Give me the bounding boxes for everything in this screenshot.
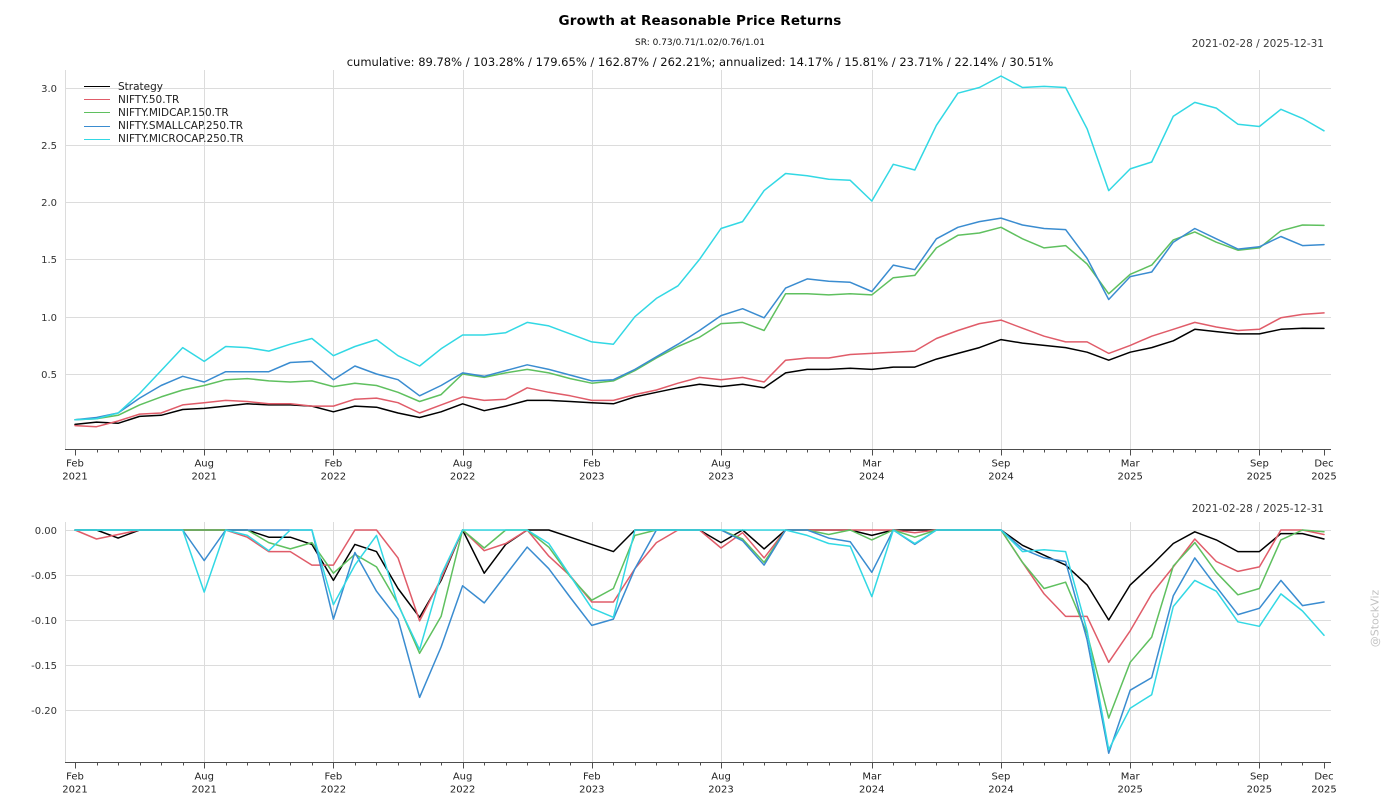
legend-line-swatch	[84, 125, 110, 127]
cumulative-returns-x-tick-label: Aug	[194, 459, 214, 470]
cumulative-returns-x-tick-label: 2025	[1117, 472, 1142, 483]
legend-item: NIFTY.SMALLCAP.250.TR	[84, 120, 244, 133]
drawdown-x-tick-label: Aug	[711, 772, 731, 783]
drawdown-x-tick-label: 2022	[321, 785, 346, 796]
drawdown-y-tick-label: -0.20	[31, 706, 57, 717]
cumulative-returns-series-line-nifty-smallcap-250-tr	[74, 217, 1325, 421]
drawdown-series-line-nifty-50-tr	[74, 529, 1325, 664]
cumulative-returns-x-tick-label: Feb	[583, 459, 601, 470]
cumulative-returns-y-tick-label: 2.0	[41, 198, 57, 209]
cumulative-returns-x-tick-label: Sep	[992, 459, 1011, 470]
drawdown-series-line-nifty-microcap-250-tr	[74, 529, 1325, 751]
cumulative-returns-x-tick-label: Aug	[711, 459, 731, 470]
drawdown-series-line-nifty-smallcap-250-tr	[74, 529, 1325, 754]
drawdown-y-tick-label: -0.10	[31, 616, 57, 627]
cumulative-returns-x-tick-label: Dec	[1314, 459, 1333, 470]
cumulative-returns-x-tick-label: 2021	[191, 472, 216, 483]
cumulative-returns-series-line-nifty-midcap-150-tr	[74, 224, 1325, 421]
legend-item-label: Strategy	[118, 80, 163, 93]
cumulative-returns-x-tick-label: 2024	[988, 472, 1013, 483]
drawdown-x-tick-label: 2022	[450, 785, 475, 796]
drawdown-y-tick-label: -0.15	[31, 661, 57, 672]
drawdown-x-tick-label: 2025	[1117, 785, 1142, 796]
legend-line-swatch	[84, 112, 110, 114]
page-title: Growth at Reasonable Price Returns	[558, 13, 842, 29]
drawdown-x-tick-label: 2024	[988, 785, 1013, 796]
cumulative-returns-series-line-nifty-microcap-250-tr	[74, 75, 1325, 421]
cumulative-returns-y-tick-label: 1.5	[41, 255, 57, 266]
watermark: @StockViz	[1368, 589, 1382, 648]
drawdown-x-tick-label: Feb	[583, 772, 601, 783]
cumulative-returns-x-tick-label: 2023	[579, 472, 604, 483]
drawdown-y-tick-label: -0.05	[31, 571, 57, 582]
date-range-top: 2021-02-28 / 2025-12-31	[1191, 38, 1324, 50]
cumulative-returns-series-line-nifty-50-tr	[74, 312, 1325, 428]
cumulative-returns-x-tick-label: Aug	[453, 459, 473, 470]
cumulative-returns-x-tick-label: Sep	[1250, 459, 1269, 470]
drawdown-series-line-nifty-midcap-150-tr	[74, 529, 1325, 719]
legend-item-label: NIFTY.50.TR	[118, 93, 180, 106]
drawdown-x-tick-label: 2024	[859, 785, 884, 796]
legend-item-label: NIFTY.MICROCAP.250.TR	[118, 133, 244, 146]
drawdown-x-tick-label: 2023	[708, 785, 733, 796]
cumulative-returns-x-tick-label: 2024	[859, 472, 884, 483]
legend-item-label: NIFTY.MIDCAP.150.TR	[118, 106, 229, 119]
drawdown-y-tick-label: 0.00	[35, 526, 57, 537]
legend-line-swatch	[84, 138, 110, 140]
legend-line-swatch	[84, 86, 110, 88]
cumulative-returns-series-line-strategy	[74, 327, 1325, 426]
legend-line-swatch	[84, 99, 110, 101]
drawdown-x-tick-label: Sep	[992, 772, 1011, 783]
drawdown-x-tick-label: 2023	[579, 785, 604, 796]
stats-line: cumulative: 89.78% / 103.28% / 179.65% /…	[346, 55, 1054, 69]
cumulative-returns-x-tick-label: Mar	[862, 459, 882, 470]
drawdown-x-tick-label: 2021	[62, 785, 87, 796]
cumulative-returns-x-tick-label: 2025	[1247, 472, 1272, 483]
legend-item-label: NIFTY.SMALLCAP.250.TR	[118, 120, 244, 133]
cumulative-returns-x-tick-label: 2021	[62, 472, 87, 483]
drawdown-x-tick-label: Sep	[1250, 772, 1269, 783]
chart-subtitle-sharpe-ratios: SR: 0.73/0.71/1.02/0.76/1.01	[635, 38, 765, 48]
cumulative-returns-y-tick-label: 1.0	[41, 313, 57, 324]
legend-item: Strategy	[84, 80, 244, 93]
legend: Strategy NIFTY.50.TR NIFTY.MIDCAP.150.TR NI…	[84, 80, 244, 146]
cumulative-returns-y-tick-label: 2.5	[41, 141, 57, 152]
legend-item: NIFTY.MICROCAP.250.TR	[84, 133, 244, 146]
cumulative-returns-x-tick-label: 2022	[321, 472, 346, 483]
legend-item: NIFTY.MIDCAP.150.TR	[84, 106, 244, 119]
cumulative-returns-x-tick-label: Feb	[325, 459, 343, 470]
date-range-bottom: 2021-02-28 / 2025-12-31	[1191, 503, 1324, 515]
drawdown-x-tick-label: Mar	[862, 772, 882, 783]
drawdown-x-tick-label: Mar	[1121, 772, 1141, 783]
cumulative-returns-x-tick-label: Feb	[66, 459, 84, 470]
cumulative-returns-y-tick-label: 0.5	[41, 370, 57, 381]
drawdown-x-tick-label: 2021	[191, 785, 216, 796]
cumulative-returns-x-tick-label: Mar	[1121, 459, 1141, 470]
cumulative-returns-x-tick-label: 2023	[708, 472, 733, 483]
legend-item: NIFTY.50.TR	[84, 93, 244, 106]
drawdown-x-tick-label: Aug	[453, 772, 473, 783]
drawdown-x-tick-label: Dec	[1314, 772, 1333, 783]
cumulative-returns-x-tick-label: 2022	[450, 472, 475, 483]
drawdown-x-tick-label: Feb	[66, 772, 84, 783]
drawdown-x-tick-label: 2025	[1311, 785, 1336, 796]
drawdown-x-tick-label: Aug	[194, 772, 214, 783]
drawdown-x-tick-label: Feb	[325, 772, 343, 783]
cumulative-returns-x-tick-label: 2025	[1311, 472, 1336, 483]
cumulative-returns-y-tick-label: 3.0	[41, 84, 57, 95]
drawdown-x-tick-label: 2025	[1247, 785, 1272, 796]
